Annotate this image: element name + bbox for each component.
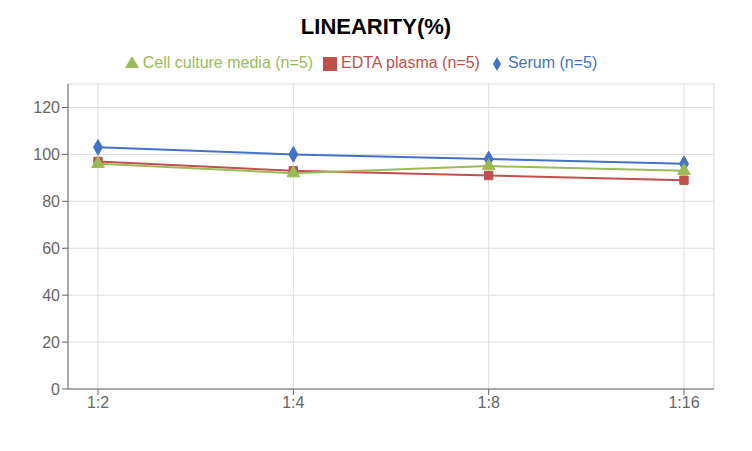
- svg-text:40: 40: [42, 287, 60, 304]
- svg-text:1:8: 1:8: [478, 394, 500, 411]
- html-text:EDTA plasma (n=5): EDTA plasma (n=5): [341, 54, 480, 71]
- html-text:LINEARITY(%): LINEARITY(%): [300, 14, 452, 39]
- svg-text:120: 120: [33, 99, 60, 116]
- svg-text:20: 20: [42, 334, 60, 351]
- svg-text:100: 100: [33, 146, 60, 163]
- svg-text:1:4: 1:4: [282, 394, 304, 411]
- html-text:Cell culture media (n=5): Cell culture media (n=5): [142, 54, 313, 71]
- html-text:Serum (n=5): Serum (n=5): [507, 54, 598, 71]
- svg-text:80: 80: [42, 193, 60, 210]
- svg-text:0: 0: [51, 381, 60, 398]
- svg-text:1:16: 1:16: [668, 394, 699, 411]
- svg-text:1:2: 1:2: [87, 394, 109, 411]
- svg-text:60: 60: [42, 240, 60, 257]
